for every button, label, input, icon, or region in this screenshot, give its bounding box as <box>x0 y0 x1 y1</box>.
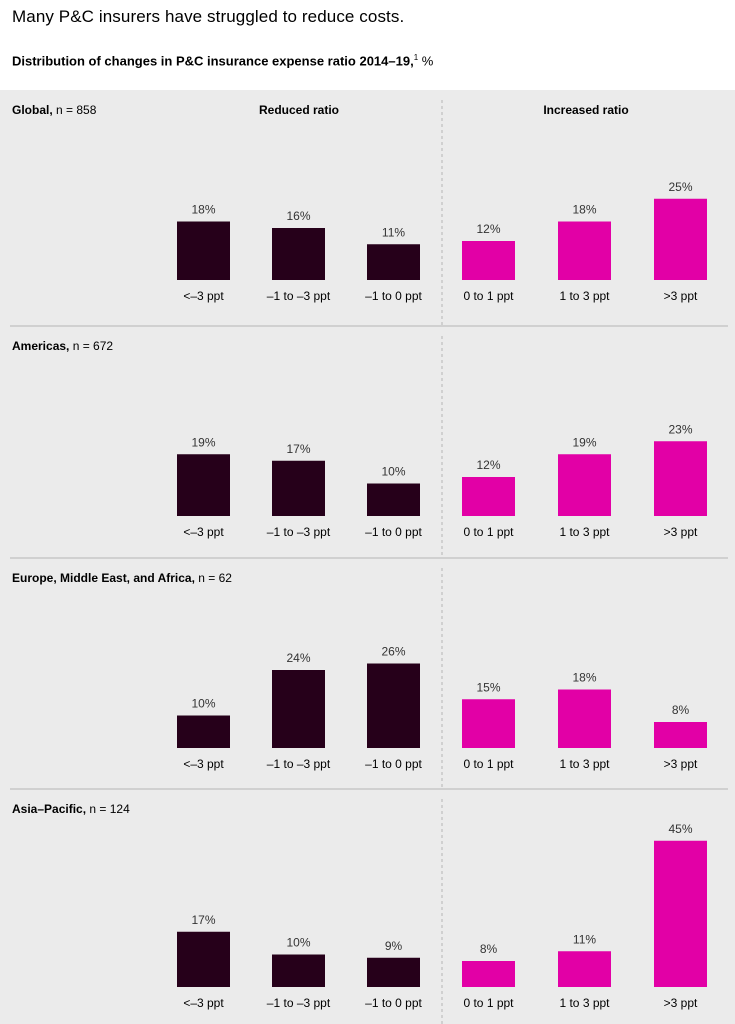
data-label: 17% <box>286 442 310 456</box>
bar <box>558 689 611 748</box>
data-label: 10% <box>381 465 405 479</box>
category-label: –1 to 0 ppt <box>365 996 422 1010</box>
category-label: –1 to 0 ppt <box>365 289 422 303</box>
bar <box>367 244 420 280</box>
data-label: 8% <box>672 703 690 717</box>
bar <box>654 441 707 516</box>
data-label: 45% <box>668 822 692 836</box>
data-label: 26% <box>381 645 405 659</box>
category-label: –1 to 0 ppt <box>365 757 422 771</box>
bar <box>654 722 707 748</box>
category-label: >3 ppt <box>664 996 698 1010</box>
chart-unit: % <box>421 53 434 69</box>
data-label: 10% <box>191 697 215 711</box>
category-label: 1 to 3 ppt <box>559 757 610 771</box>
data-label: 25% <box>668 180 692 194</box>
region-label: Americas, n = 672 <box>12 339 113 353</box>
category-label: –1 to 0 ppt <box>365 525 422 539</box>
bar <box>462 961 515 987</box>
category-label: –1 to –3 ppt <box>267 525 331 539</box>
data-label: 18% <box>191 203 215 217</box>
bar <box>558 951 611 987</box>
data-label: 24% <box>286 651 310 665</box>
data-label: 12% <box>476 458 500 472</box>
data-label: 23% <box>668 422 692 436</box>
region-name: Americas, <box>12 339 69 353</box>
category-label: 1 to 3 ppt <box>559 289 610 303</box>
bar <box>558 221 611 280</box>
data-label: 18% <box>572 203 596 217</box>
category-label: 0 to 1 ppt <box>463 289 514 303</box>
data-label: 16% <box>286 209 310 223</box>
category-label: <–3 ppt <box>183 525 224 539</box>
category-label: <–3 ppt <box>183 996 224 1010</box>
region-sample-size: n = 62 <box>195 571 232 585</box>
bar <box>272 460 325 516</box>
region-sample-size: n = 124 <box>86 802 130 816</box>
category-label: 1 to 3 ppt <box>559 996 610 1010</box>
bar <box>654 840 707 987</box>
bar <box>272 670 325 748</box>
bar <box>367 957 420 987</box>
group-header-increased: Increased ratio <box>543 103 628 117</box>
bar <box>462 241 515 280</box>
data-label: 8% <box>480 942 498 956</box>
region-name: Europe, Middle East, and Africa, <box>12 571 195 585</box>
bar <box>367 483 420 516</box>
chart-subtitle: Distribution of changes in P&C insurance… <box>12 53 433 68</box>
region-label: Europe, Middle East, and Africa, n = 62 <box>12 571 232 585</box>
bar <box>558 454 611 516</box>
bar <box>272 228 325 280</box>
data-label: 19% <box>572 435 596 449</box>
data-label: 12% <box>476 222 500 236</box>
chart-title: Many P&C insurers have struggled to redu… <box>12 7 405 26</box>
data-label: 15% <box>476 680 500 694</box>
region-name: Asia–Pacific, <box>12 802 86 816</box>
region-sample-size: n = 858 <box>53 103 97 117</box>
region-sample-size: n = 672 <box>69 339 113 353</box>
group-header-reduced: Reduced ratio <box>259 103 339 117</box>
data-label: 11% <box>382 225 405 239</box>
category-label: <–3 ppt <box>183 289 224 303</box>
data-label: 10% <box>286 936 310 950</box>
region-label: Global, n = 858 <box>12 103 97 117</box>
chart-subtitle-text: Distribution of changes in P&C insurance… <box>12 53 414 69</box>
bar <box>462 477 515 516</box>
category-label: 0 to 1 ppt <box>463 757 514 771</box>
region-name: Global, <box>12 103 53 117</box>
category-label: >3 ppt <box>664 757 698 771</box>
data-label: 17% <box>191 913 215 927</box>
category-label: <–3 ppt <box>183 757 224 771</box>
data-label: 9% <box>385 939 403 953</box>
data-label: 11% <box>573 932 596 946</box>
region-label: Asia–Pacific, n = 124 <box>12 802 130 816</box>
bar <box>177 715 230 748</box>
bar <box>654 198 707 280</box>
category-label: >3 ppt <box>664 525 698 539</box>
bar <box>367 663 420 748</box>
bar <box>272 954 325 987</box>
data-label: 19% <box>191 435 215 449</box>
category-label: –1 to –3 ppt <box>267 289 331 303</box>
category-label: >3 ppt <box>664 289 698 303</box>
bar <box>177 454 230 516</box>
bar <box>177 221 230 280</box>
footnote-marker: 1 <box>413 53 419 62</box>
category-label: 0 to 1 ppt <box>463 996 514 1010</box>
bar <box>177 931 230 987</box>
bar <box>462 699 515 748</box>
category-label: 1 to 3 ppt <box>559 525 610 539</box>
category-label: 0 to 1 ppt <box>463 525 514 539</box>
data-label: 18% <box>572 671 596 685</box>
category-label: –1 to –3 ppt <box>267 757 331 771</box>
category-label: –1 to –3 ppt <box>267 996 331 1010</box>
